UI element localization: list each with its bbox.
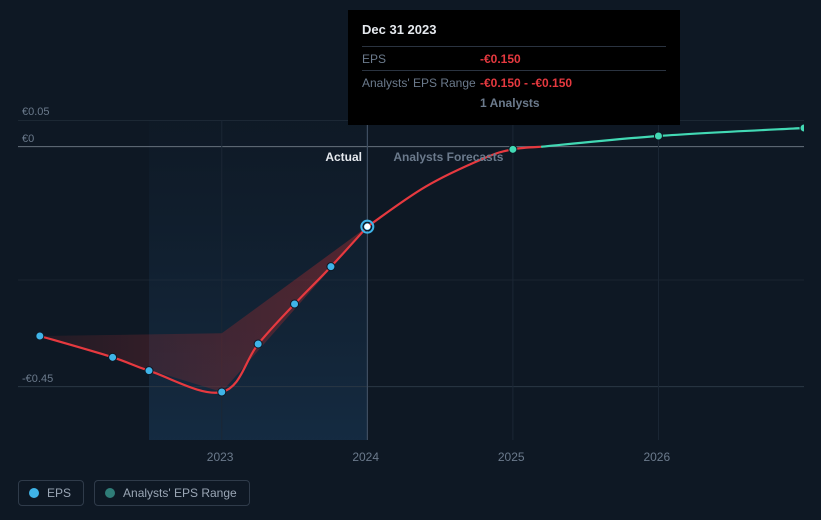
tooltip-date: Dec 31 2023 (362, 20, 666, 46)
x-axis-tick-label: 2023 (207, 450, 234, 464)
legend-item-range[interactable]: Analysts' EPS Range (94, 480, 250, 506)
chart-container: €0.05 €0 -€0.45 2023 2024 2025 2026 Actual An… (18, 0, 818, 520)
y-axis-tick-label: €0 (22, 133, 34, 145)
x-axis-tick-label: 2026 (643, 450, 670, 464)
chart-plot[interactable] (18, 120, 804, 440)
y-axis-tick-label: €0.05 (22, 106, 50, 118)
tooltip-label: EPS (362, 50, 480, 69)
legend-item-eps[interactable]: EPS (18, 480, 84, 506)
tooltip-analyst-count: 1 Analysts (362, 94, 666, 113)
chart-tooltip: Dec 31 2023 EPS -€0.150 Analysts' EPS Ra… (348, 10, 680, 125)
chart-legend: EPS Analysts' EPS Range (18, 480, 250, 506)
x-axis-tick-label: 2025 (498, 450, 525, 464)
tooltip-value: -€0.150 - -€0.150 (480, 74, 572, 93)
tooltip-row-range: Analysts' EPS Range -€0.150 - -€0.150 (362, 70, 666, 94)
y-axis-tick-label: -€0.45 (22, 373, 53, 385)
tooltip-label: Analysts' EPS Range (362, 74, 480, 93)
forecast-section-label: Analysts Forecasts (393, 150, 503, 164)
legend-label: Analysts' EPS Range (123, 486, 237, 500)
legend-swatch-icon (29, 488, 39, 498)
legend-label: EPS (47, 486, 71, 500)
actual-section-label: Actual (325, 150, 362, 164)
legend-swatch-icon (105, 488, 115, 498)
x-axis-tick-label: 2024 (352, 450, 379, 464)
tooltip-row-eps: EPS -€0.150 (362, 46, 666, 70)
tooltip-value: -€0.150 (480, 50, 521, 69)
